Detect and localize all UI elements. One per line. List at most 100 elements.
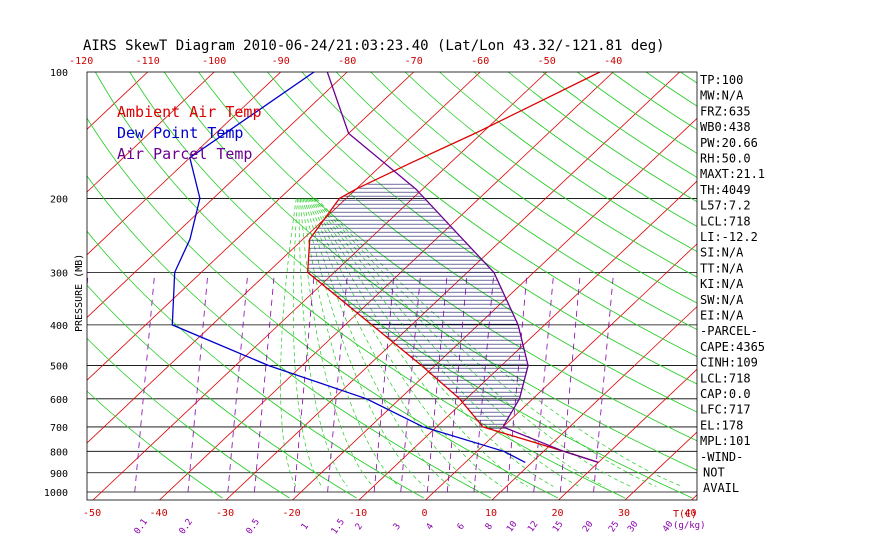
mixing-ratio-tick: 0.2 <box>178 517 196 536</box>
top-temp-tick: -110 <box>136 56 160 67</box>
bottom-temp-tick: -30 <box>216 508 234 519</box>
mixing-ratio-tick: 4 <box>425 522 436 532</box>
moist-adiabat <box>316 198 683 487</box>
moist-adiabat <box>302 198 425 487</box>
index-entry: FRZ:635 <box>700 104 751 118</box>
index-entry: LCL:718 <box>700 214 751 228</box>
pressure-tick: 400 <box>50 321 68 332</box>
profile-air-parcel-temp <box>326 72 599 464</box>
index-entry: NOT <box>703 466 725 480</box>
index-entry: TH:4049 <box>700 183 751 197</box>
pressure-tick: 700 <box>50 423 68 434</box>
moist-adiabat <box>313 198 631 487</box>
index-entry: KI:N/A <box>700 277 744 291</box>
mixing-ratio-tick: 1.5 <box>330 517 348 536</box>
chart-title: AIRS SkewT Diagram 2010-06-24/21:03:23.4… <box>83 38 665 54</box>
index-entry: LCL:718 <box>700 371 751 385</box>
dry-adiabat <box>87 390 223 499</box>
moist-adiabat <box>307 198 528 487</box>
mixing-ratio-tick: 30 <box>626 520 640 535</box>
moist-adiabat <box>292 198 323 487</box>
moist-adiabat <box>306 198 503 487</box>
mixing-ratio-line <box>426 272 448 493</box>
mixing-ratio-tick: 0.5 <box>245 517 263 536</box>
index-entry: CINH:109 <box>700 356 758 370</box>
index-entry: LI:-12.2 <box>700 230 758 244</box>
cape-hatch <box>307 183 528 429</box>
mixing-ratio-tick: 2 <box>354 522 365 532</box>
dry-adiabat <box>473 72 697 227</box>
dry-adiabat <box>439 72 697 253</box>
mixing-ratio-line <box>134 272 156 493</box>
index-entry: -PARCEL- <box>700 324 758 338</box>
isotherm-line <box>291 117 697 500</box>
index-entry: TP:100 <box>700 73 743 87</box>
index-entry: SI:N/A <box>700 246 744 260</box>
top-temp-tick: -90 <box>272 56 290 67</box>
isotherm-line <box>0 72 15 501</box>
index-entry: AVAIL <box>703 481 739 495</box>
mixing-ratio-tick: 8 <box>484 522 495 532</box>
mixing-unit-label: (g/kg) <box>673 521 706 531</box>
pressure-tick: 1000 <box>44 488 68 499</box>
bottom-temp-tick: -20 <box>283 508 301 519</box>
moist-adiabat <box>299 198 374 487</box>
top-temp-tick: -50 <box>538 56 556 67</box>
mixing-ratio-line <box>473 272 495 493</box>
isotherm-line <box>87 72 348 319</box>
pressure-tick: 500 <box>50 362 68 373</box>
dry-adiabat <box>404 72 697 278</box>
isotherm-line <box>0 72 81 501</box>
temp-unit-label: T(C) <box>673 509 697 520</box>
isotherm-line <box>424 243 697 500</box>
index-entry: PW:20.66 <box>700 136 758 150</box>
mixing-ratio-tick: 15 <box>551 520 565 535</box>
mixing-ratio-tick: 0.1 <box>133 517 151 536</box>
isotherm-line <box>358 180 697 500</box>
index-entry: EL:178 <box>700 418 743 432</box>
isotherm-line <box>87 72 215 193</box>
mixing-ratio-line <box>373 272 395 493</box>
bottom-temp-tick: -40 <box>150 508 168 519</box>
isotherm-line <box>87 72 281 256</box>
bottom-temp-tick: 0 <box>422 508 428 519</box>
top-temp-tick: -40 <box>604 56 622 67</box>
bottom-temp-tick: 10 <box>485 508 497 519</box>
mixing-ratio-tick: 12 <box>526 520 540 535</box>
mixing-ratio-tick: 6 <box>456 522 467 532</box>
isotherm-line <box>757 72 870 501</box>
mixing-ratio-line <box>293 272 315 493</box>
dry-adiabat <box>370 72 697 304</box>
top-temp-tick: -120 <box>69 56 93 67</box>
isotherm-line <box>92 72 547 500</box>
pressure-tick: 100 <box>50 68 68 79</box>
isotherm-line <box>87 72 414 381</box>
legend-entry: Dew Point Temp <box>117 124 243 142</box>
dry-adiabat <box>853 72 870 498</box>
isotherm-line <box>87 72 481 444</box>
moist-adiabat <box>305 198 477 487</box>
bottom-temp-tick: 40 <box>685 508 697 519</box>
dry-adiabat <box>577 72 697 154</box>
dry-adiabat <box>336 72 697 331</box>
mixing-ratio-line <box>227 272 249 493</box>
dry-adiabat <box>163 72 697 471</box>
mixing-ratio-line <box>22 272 42 492</box>
mixing-ratio-line <box>187 272 209 493</box>
mixing-ratio-line <box>254 272 275 493</box>
top-temp-tick: -60 <box>471 56 489 67</box>
legend: Ambient Air Temp Dew Point Temp Air Parcel… <box>117 103 262 163</box>
bottom-temp-tick: 30 <box>618 508 630 519</box>
moist-adiabat <box>303 198 451 487</box>
dry-adiabat <box>301 72 697 357</box>
index-entry: EI:N/A <box>700 309 744 323</box>
index-entry: SW:N/A <box>700 293 744 307</box>
dry-adiabat <box>87 337 290 499</box>
index-entry: MPL:101 <box>700 434 751 448</box>
mixing-ratio-tick: 20 <box>581 520 595 535</box>
index-entry: L57:7.2 <box>700 199 751 213</box>
bottom-temp-tick-labels: -50 -40 -30 -20 -10 0 10 20 30 40 <box>83 508 697 519</box>
moist-adiabat <box>301 198 400 487</box>
